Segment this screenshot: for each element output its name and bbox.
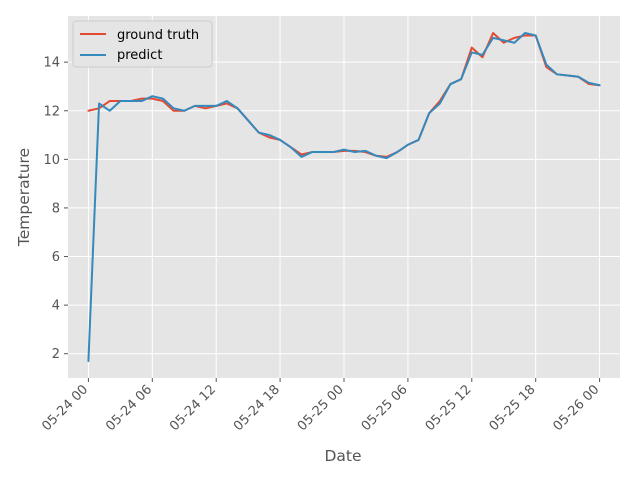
legend-label-predict: predict — [117, 48, 162, 63]
y-tick-label: 10 — [43, 153, 60, 168]
y-axis-ticks: 2 4 6 8 10 12 14 — [43, 56, 68, 362]
series-lines — [87, 32, 601, 362]
y-tick-label: 8 — [52, 201, 60, 216]
x-axis-title: Date — [324, 447, 361, 465]
y-tick-label: 6 — [52, 250, 60, 265]
y-tick-label: 4 — [52, 299, 60, 314]
y-tick-label: 14 — [43, 56, 60, 71]
legend-label-ground-truth: ground truth — [117, 28, 199, 43]
y-tick-label: 12 — [43, 104, 60, 119]
gridlines — [68, 16, 620, 378]
series-line-ground-truth — [87, 32, 601, 158]
legend-box — [72, 20, 213, 68]
legend: ground truth predict — [72, 20, 213, 68]
y-axis-title: Temperature — [15, 148, 33, 247]
series-line-predict — [87, 32, 601, 362]
y-tick-label: 2 — [52, 347, 60, 362]
